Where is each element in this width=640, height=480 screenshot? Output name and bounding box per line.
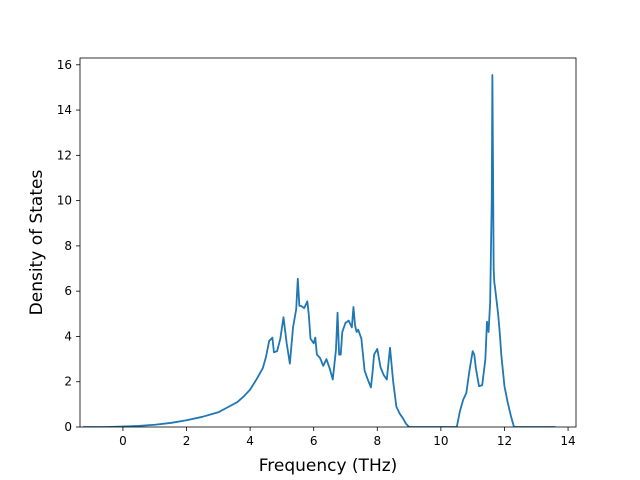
y-tick-label: 8	[64, 239, 72, 253]
y-tick-label: 4	[64, 329, 72, 343]
x-tick-label: 6	[310, 434, 318, 448]
y-tick-label: 0	[64, 420, 72, 434]
y-axis-label: Density of States	[27, 170, 47, 316]
x-tick-label: 14	[560, 434, 575, 448]
plot-layer	[83, 74, 556, 427]
y-axis-ticks: 0 2 4 6 8 10 12 14 16	[57, 58, 80, 434]
y-tick-label: 10	[57, 194, 72, 208]
x-tick-label: 12	[497, 434, 512, 448]
y-tick-label: 2	[64, 375, 72, 389]
y-tick-label: 12	[57, 148, 72, 162]
x-axis-ticks: 0 2 4 6 8 10 12 14	[119, 427, 576, 448]
x-tick-label: 2	[183, 434, 191, 448]
y-tick-label: 14	[57, 103, 72, 117]
x-axis-label: Frequency (THz)	[259, 456, 398, 476]
x-tick-label: 0	[119, 434, 127, 448]
axes-frame	[79, 57, 577, 428]
x-tick-label: 8	[373, 434, 381, 448]
x-tick-label: 10	[433, 434, 448, 448]
x-tick-label: 4	[246, 434, 254, 448]
dos-series-line-0	[83, 74, 556, 427]
y-tick-label: 16	[57, 58, 72, 72]
y-tick-label: 6	[64, 284, 72, 298]
